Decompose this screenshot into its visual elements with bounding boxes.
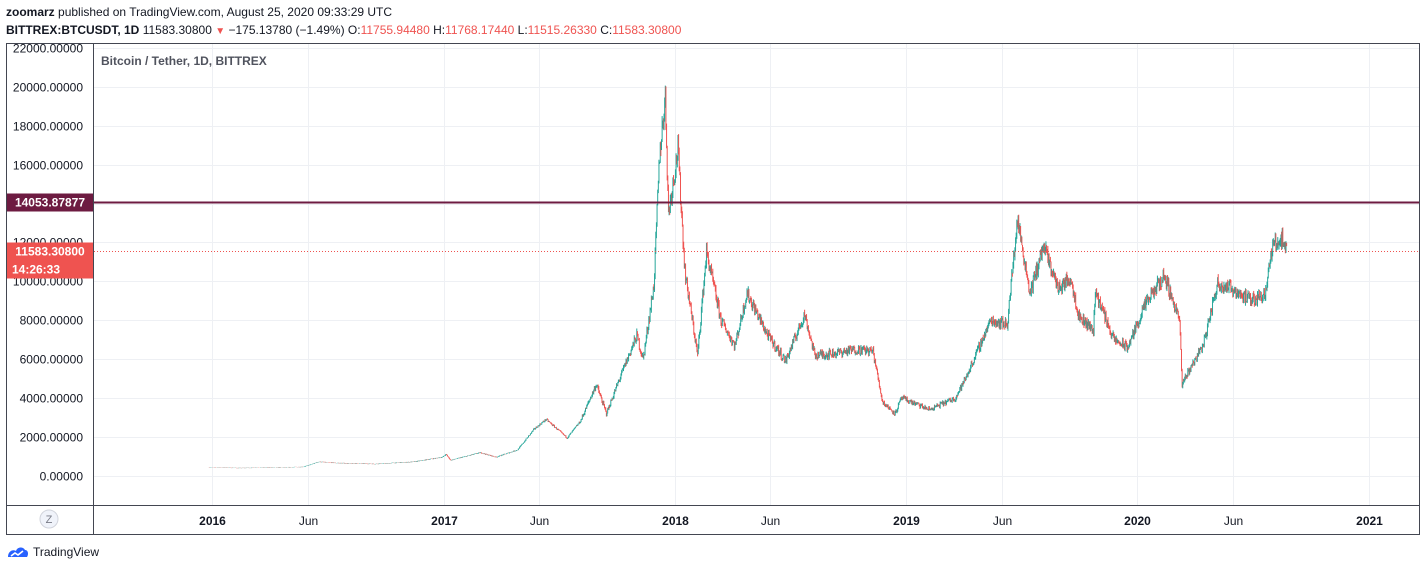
price-tick-label: 16000.00000 bbox=[13, 159, 83, 173]
tradingview-logo-icon bbox=[8, 547, 29, 557]
time-tick-label: 2018 bbox=[662, 514, 689, 528]
down-arrow-icon: ▼ bbox=[215, 26, 226, 37]
author-name[interactable]: zoomarz bbox=[6, 5, 55, 19]
high-value: 11768.17440 bbox=[445, 23, 515, 37]
close-value: 11583.30800 bbox=[612, 23, 682, 37]
low-label: L: bbox=[517, 23, 528, 37]
legend-title: Bitcoin / Tether, 1D, BITTREX bbox=[101, 54, 267, 68]
time-tick-label: Jun bbox=[299, 514, 318, 528]
symbol-header: BITTREX:BTCUSDT, 1D 11583.30800 ▼ −175.1… bbox=[6, 23, 681, 37]
price-tick-label: 22000.00000 bbox=[13, 42, 83, 56]
change-text: −175.13780 (−1.49%) bbox=[228, 23, 345, 37]
time-tick-label: 2020 bbox=[1124, 514, 1151, 528]
horizontal-line-badge-label: 14053.87877 bbox=[15, 196, 85, 210]
low-value: 11515.26330 bbox=[527, 23, 597, 37]
candle-series bbox=[208, 85, 1288, 469]
time-axis: 2016 Jun 2017 Jun 2018 Jun 2019 Jun 2020 Jun 2021 bbox=[199, 514, 1383, 528]
grid-lines bbox=[94, 44, 1419, 505]
last-price-badge-label: 11583.30800 bbox=[15, 245, 85, 259]
price-tick-label: 8000.00000 bbox=[20, 314, 84, 328]
time-tick-label: 2017 bbox=[431, 514, 458, 528]
time-tick-label: 2019 bbox=[893, 514, 920, 528]
time-tick-label: Jun bbox=[761, 514, 780, 528]
zoom-button-label: Z bbox=[46, 514, 53, 526]
zoom-button[interactable]: Z bbox=[39, 509, 59, 529]
publication-header: zoomarz published on TradingView.com, Au… bbox=[6, 5, 392, 19]
high-label: H: bbox=[433, 23, 446, 37]
price-tick-label: 2000.00000 bbox=[20, 431, 84, 445]
chart-frame bbox=[6, 43, 1420, 535]
price-tick-label: 20000.00000 bbox=[13, 81, 83, 95]
price-tick-label: 0.00000 bbox=[40, 470, 84, 484]
last-price-badge bbox=[7, 242, 93, 279]
symbol-label: BITTREX:BTCUSDT, 1D bbox=[6, 23, 140, 37]
time-tick-label: Jun bbox=[993, 514, 1012, 528]
time-tick-label: 2016 bbox=[199, 514, 226, 528]
price-tick-label: 18000.00000 bbox=[13, 120, 83, 134]
time-tick-label: Jun bbox=[1224, 514, 1243, 528]
close-label: C: bbox=[600, 23, 613, 37]
price-tick-label: 6000.00000 bbox=[20, 353, 84, 367]
overlay-lines: 14053.87877 11583.30800 14:26:33 bbox=[7, 193, 1419, 279]
last-price-text: 11583.30800 bbox=[142, 23, 212, 37]
tradingview-brand: TradingView bbox=[33, 545, 100, 559]
time-tick-label: 2021 bbox=[1356, 514, 1383, 528]
tradingview-footer[interactable]: TradingView bbox=[7, 545, 99, 559]
time-tick-label: Jun bbox=[530, 514, 549, 528]
open-label: O: bbox=[347, 23, 361, 37]
countdown-label: 14:26:33 bbox=[12, 263, 60, 277]
price-tick-label: 4000.00000 bbox=[20, 392, 84, 406]
horizontal-line-badge bbox=[7, 193, 93, 212]
published-text: published on TradingView.com, August 25,… bbox=[58, 5, 393, 19]
zoom-button-circle bbox=[39, 509, 59, 529]
open-value: 11755.94480 bbox=[360, 23, 430, 37]
